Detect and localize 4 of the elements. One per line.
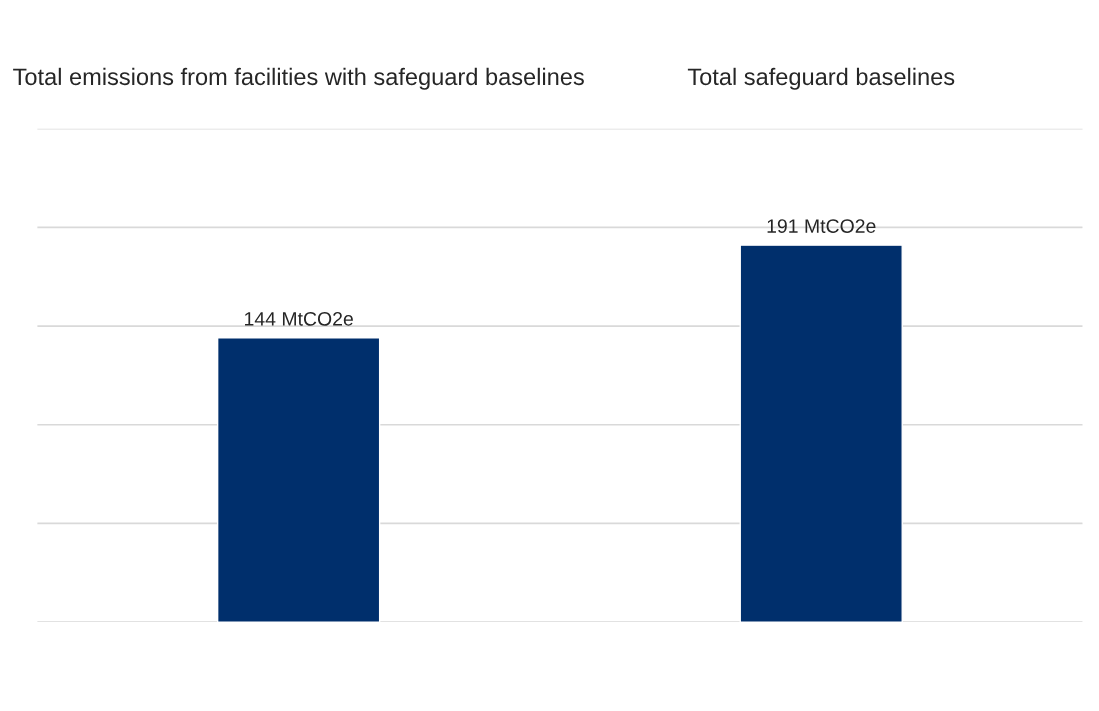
data-label: 144 MtCO2e [245,311,353,326]
x-tick-label: Total safeguard baselines [687,67,955,90]
x-tick-label: Total emissions from facilities with safeguard baselines [13,67,584,90]
data-label: 191 MtCO2e [767,219,876,233]
